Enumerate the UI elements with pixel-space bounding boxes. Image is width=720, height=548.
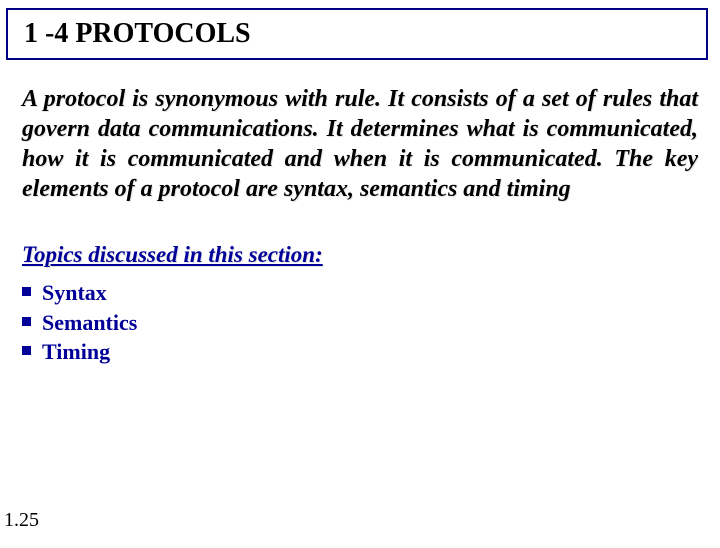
list-item: Syntax (22, 278, 698, 308)
section-title: 1 -4 PROTOCOLS (24, 18, 690, 50)
page-number: 1.25 (4, 509, 39, 532)
topics-list: Syntax Semantics Timing (22, 278, 698, 367)
list-item: Semantics (22, 308, 698, 338)
topics-heading: Topics discussed in this section: (22, 242, 698, 268)
list-item: Timing (22, 337, 698, 367)
title-container: 1 -4 PROTOCOLS (6, 8, 708, 60)
description-paragraph: A protocol is synonymous with rule. It c… (22, 84, 698, 204)
